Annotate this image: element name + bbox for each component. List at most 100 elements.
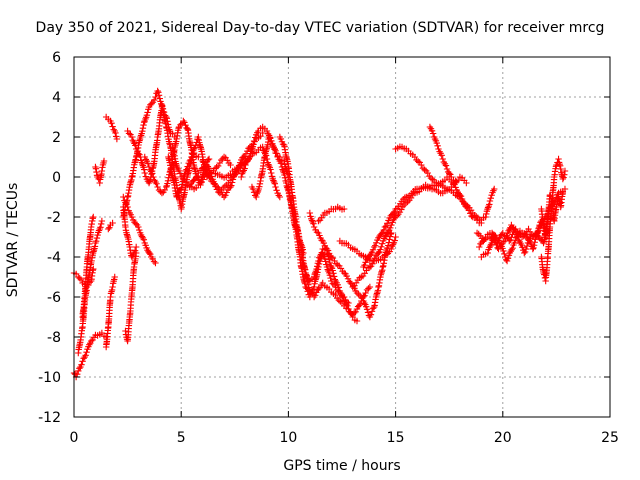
series-track-ad [426,123,459,185]
data-point-interp [530,242,538,249]
data-point-interp [244,157,251,164]
y-tick-label: 0 [52,170,61,186]
data-point [473,229,481,237]
data-point [190,145,198,153]
data-point-interp [367,311,375,318]
data-point [381,223,389,231]
data-point-interp [384,220,391,227]
data-point-interp [165,174,172,181]
data-point-interp [265,162,273,170]
data-point-interp [95,227,103,234]
data-point [268,169,275,177]
data-point-interp [326,259,334,267]
data-point [199,157,206,165]
data-point-interp [150,258,158,265]
series-track-ab [360,173,470,271]
data-point-interp [273,187,280,194]
data-point [503,257,511,265]
y-tick-label: 4 [52,90,61,106]
data-point-interp [140,236,148,243]
data-point-interp [184,163,191,170]
data-point [186,183,193,191]
data-point [463,179,470,187]
data-point [246,153,254,161]
data-point [113,135,121,143]
data-point [263,127,271,135]
data-point-interp [155,89,162,96]
data-point [132,243,140,251]
series-track-ac [392,143,498,227]
data-point-interp [329,267,336,274]
data-point-interp [109,123,116,130]
data-point-interp [248,146,255,153]
y-tick-label: -6 [47,290,61,306]
data-point-interp [239,168,247,176]
data-point-interp [368,308,376,315]
data-point-interp [279,166,286,173]
data-point [529,245,537,253]
data-point [154,183,161,191]
data-point-interp [253,190,261,197]
data-point-interp [125,130,133,137]
data-point-interp [388,221,395,229]
x-tick-label: 15 [387,430,405,446]
data-point-interp [438,152,445,159]
series-track-u [276,133,374,319]
data-point [272,183,279,191]
data-point-interp [77,276,85,284]
data-point [128,213,136,221]
data-point-interp [531,239,538,246]
data-point-interp [311,271,318,278]
data-point-interp [385,242,392,249]
data-point-interp [206,173,213,180]
data-point-interp [309,218,316,226]
data-point-interp [146,249,153,257]
x-tick-label: 10 [279,430,297,446]
data-point-interp [386,236,393,243]
data-point [250,137,258,145]
data-point-interp [310,220,317,227]
data-point-interp [192,142,199,149]
data-point-interp [503,232,510,239]
series-track-d [79,213,97,321]
data-point-interp [112,129,119,137]
y-tick-label: -8 [47,330,61,346]
data-point [561,185,569,193]
data-point-interp [504,255,512,262]
data-point-interp [514,231,522,238]
data-point-interp [352,308,359,315]
data-point-interp [535,227,542,234]
data-point [463,203,470,211]
data-point-interp [74,370,81,378]
data-point-interp [502,235,510,242]
data-point-interp [156,95,163,102]
data-point-interp [429,130,437,137]
data-point-interp [357,300,364,308]
data-point-interp [530,244,537,252]
data-point [180,117,187,125]
data-point-interp [149,170,156,177]
data-point-interp [343,272,350,280]
data-point [439,155,446,163]
data-point-interp [398,206,405,213]
data-point-interp [457,193,465,200]
x-tick-label: 20 [494,430,512,446]
data-point-interp [212,183,219,190]
data-point [491,185,498,193]
data-point [128,133,136,141]
data-point-interp [135,150,142,157]
data-point-interp [93,234,101,242]
data-point [111,273,118,281]
data-point-interp [136,226,143,234]
series-track-aa [349,181,485,291]
data-point [276,193,284,201]
series-track-g [102,113,121,143]
data-point [561,167,569,175]
plot-frame [73,56,611,418]
data-point [141,169,148,177]
data-point-interp [142,242,149,249]
data-point-interp [163,115,171,122]
data-point-interp [372,242,379,249]
data-point-interp [188,153,195,161]
data-point-interp [508,246,515,253]
